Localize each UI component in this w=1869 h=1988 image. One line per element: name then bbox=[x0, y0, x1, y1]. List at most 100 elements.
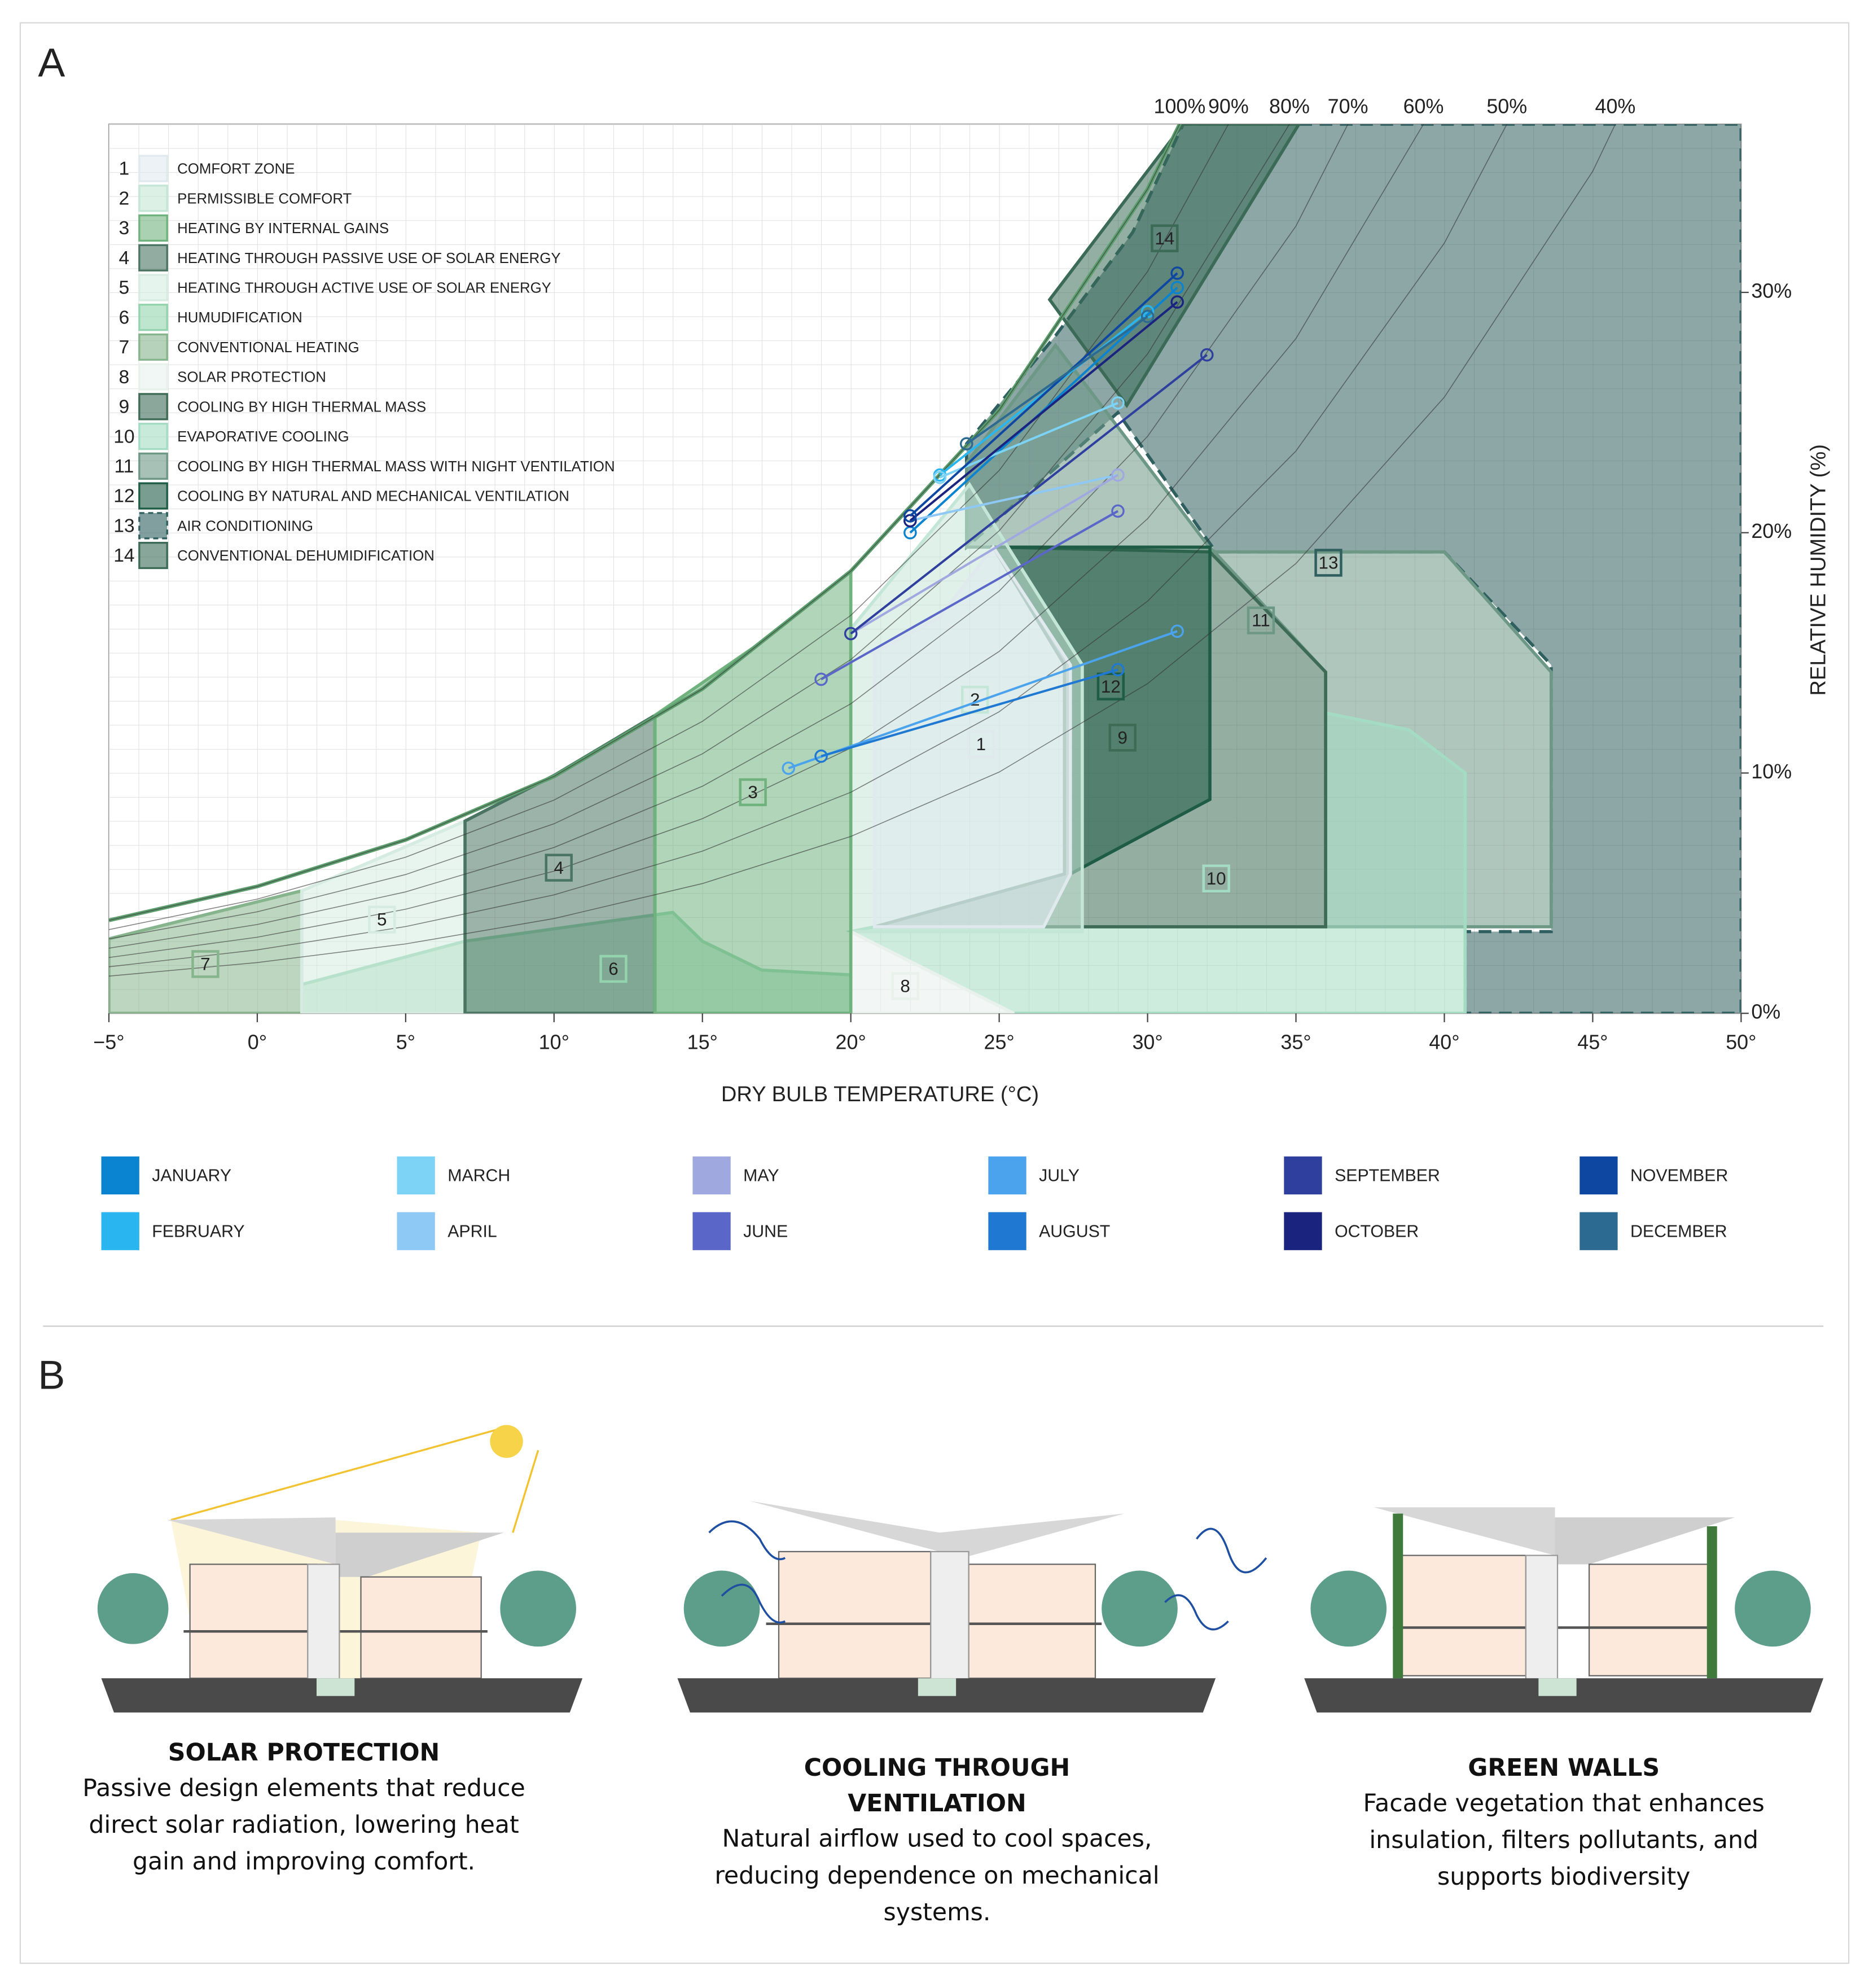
legend-number: 12 bbox=[113, 486, 134, 507]
legend-number: 2 bbox=[119, 188, 130, 209]
legend-swatch bbox=[1284, 1212, 1322, 1250]
rh-label: 100% bbox=[1153, 95, 1205, 117]
legend-label: JULY bbox=[1039, 1167, 1080, 1185]
month-point bbox=[1111, 504, 1125, 518]
zone-label-box bbox=[599, 954, 628, 983]
strategy-title: COOLING THROUGH VENTILATION bbox=[804, 1754, 1070, 1818]
legend-swatch bbox=[138, 541, 168, 570]
month-point bbox=[1140, 309, 1155, 323]
legend-number: 14 bbox=[113, 545, 134, 566]
legend-swatch bbox=[1284, 1156, 1322, 1195]
legend-label: AUGUST bbox=[1039, 1222, 1110, 1241]
month-line bbox=[850, 474, 1119, 635]
legend-label: HUMUDIFICATION bbox=[177, 310, 302, 326]
legend-label: COOLING BY NATURAL AND MECHANICAL VENTIL… bbox=[177, 489, 569, 505]
panel-label: B bbox=[38, 1352, 65, 1398]
legend-label: JANUARY bbox=[152, 1167, 231, 1185]
zone-label: 5 bbox=[377, 910, 387, 930]
legend-swatch bbox=[692, 1212, 731, 1250]
strategy: COOLING THROUGH VENTILATION Natural airfl… bbox=[714, 1754, 1159, 1926]
curves bbox=[108, 124, 1616, 977]
zones bbox=[108, 124, 1741, 1014]
strategy-description: Passive design elements that reduce dire… bbox=[82, 1774, 525, 1876]
rh-label: 80% bbox=[1269, 95, 1310, 117]
strategy-title: GREEN WALLS bbox=[1468, 1754, 1660, 1783]
zone-label: 4 bbox=[554, 858, 563, 878]
legend-swatch bbox=[138, 393, 168, 421]
y-axis-title: RELATIVE HUMIDITY (%) bbox=[1806, 444, 1831, 696]
legend-swatch bbox=[138, 482, 168, 510]
month-point bbox=[1111, 468, 1125, 482]
zone bbox=[300, 818, 467, 1014]
rh-label: 50% bbox=[1486, 95, 1527, 117]
zone-label-box bbox=[1314, 549, 1342, 577]
zone-label: 2 bbox=[970, 690, 980, 710]
legend-swatch bbox=[988, 1212, 1026, 1250]
legend-swatch bbox=[138, 274, 168, 301]
legend-swatch bbox=[1580, 1212, 1618, 1250]
zone-label: 3 bbox=[748, 782, 757, 802]
zone-label-box bbox=[545, 853, 573, 882]
zone bbox=[872, 544, 1072, 929]
rh-label: 60% bbox=[1403, 95, 1444, 117]
legend-label: NOVEMBER bbox=[1630, 1167, 1728, 1185]
zone-label-box bbox=[1151, 224, 1179, 252]
legend-label: HEATING BY INTERNAL GAINS bbox=[177, 221, 389, 237]
axes: 100% 90% 80% 70% 60% 50% 40%−5° 0° 5° 10° 15° 20° 25… bbox=[93, 95, 1792, 1053]
legend-label: EVAPORATIVE COOLING bbox=[177, 429, 349, 445]
zone-label: 12 bbox=[1101, 677, 1121, 697]
zone-label-box bbox=[191, 950, 220, 978]
month-line bbox=[821, 510, 1118, 681]
legend-label: MAY bbox=[743, 1167, 779, 1185]
legend-swatch bbox=[138, 363, 168, 391]
strategy-description: Facade vegetation that enhances insulati… bbox=[1363, 1789, 1765, 1891]
zone bbox=[1047, 124, 1301, 409]
month-point bbox=[933, 471, 947, 484]
legend-swatch bbox=[138, 155, 168, 182]
month-point bbox=[844, 627, 858, 641]
strategy: GREEN WALLS Facade vegetation that enhanc… bbox=[1363, 1754, 1765, 1891]
legend-swatch bbox=[101, 1212, 139, 1250]
legend-label: OCTOBER bbox=[1335, 1222, 1419, 1241]
legend-label: CONVENTIONAL HEATING bbox=[177, 340, 359, 356]
legend-number: 13 bbox=[113, 515, 134, 536]
month-point bbox=[1170, 266, 1184, 280]
legend-label: SEPTEMBER bbox=[1335, 1167, 1440, 1185]
month-point bbox=[1200, 348, 1214, 362]
legend-swatch bbox=[397, 1212, 435, 1250]
x-tick-label: 45° bbox=[1577, 1031, 1608, 1054]
legend-label: SOLAR PROTECTION bbox=[177, 370, 326, 386]
legend-label: DECEMBER bbox=[1630, 1222, 1727, 1241]
zone-label: 1 bbox=[976, 734, 986, 754]
month-point bbox=[1111, 663, 1125, 677]
month-point bbox=[814, 672, 828, 686]
legend-label: AIR CONDITIONING bbox=[177, 518, 313, 534]
legend-label: APRIL bbox=[447, 1222, 497, 1241]
legend-number: 7 bbox=[119, 337, 130, 358]
zone-label-box bbox=[1108, 724, 1137, 752]
rh-curve bbox=[108, 124, 1616, 977]
legend-number: 11 bbox=[114, 456, 134, 477]
month-legend: JANUARY FEBRUARY MARCH APRIL MAY JUNE JULY AUGU… bbox=[101, 1156, 1728, 1250]
legend-number: 5 bbox=[119, 278, 130, 299]
rh-curve bbox=[108, 124, 1349, 949]
zone-label-box bbox=[1247, 606, 1275, 634]
legend-label: JUNE bbox=[743, 1222, 788, 1241]
month-line bbox=[850, 354, 1208, 635]
month-point bbox=[782, 761, 796, 775]
month-point bbox=[960, 437, 973, 451]
legend-swatch bbox=[138, 244, 168, 272]
zone-label: 9 bbox=[1118, 728, 1127, 747]
legend-label: CONVENTIONAL DEHUMIDIFICATION bbox=[177, 548, 435, 564]
illustration-ventilation bbox=[677, 1501, 1267, 1713]
y-tick-label: 30% bbox=[1751, 279, 1792, 302]
rh-curve bbox=[108, 124, 1508, 967]
y-tick-label: 0% bbox=[1751, 1001, 1780, 1023]
zone-legend: 1 COMFORT ZONE 2 PERMISSIBLE COMFORT 3 HEATIN… bbox=[113, 155, 615, 570]
legend-label: COOLING BY HIGH THERMAL MASS bbox=[177, 399, 426, 415]
rh-curve bbox=[108, 124, 1424, 958]
legend-number: 4 bbox=[119, 248, 130, 269]
illustration-solar bbox=[97, 1425, 583, 1713]
strategy: SOLAR PROTECTION Passive design elements … bbox=[82, 1739, 525, 1876]
